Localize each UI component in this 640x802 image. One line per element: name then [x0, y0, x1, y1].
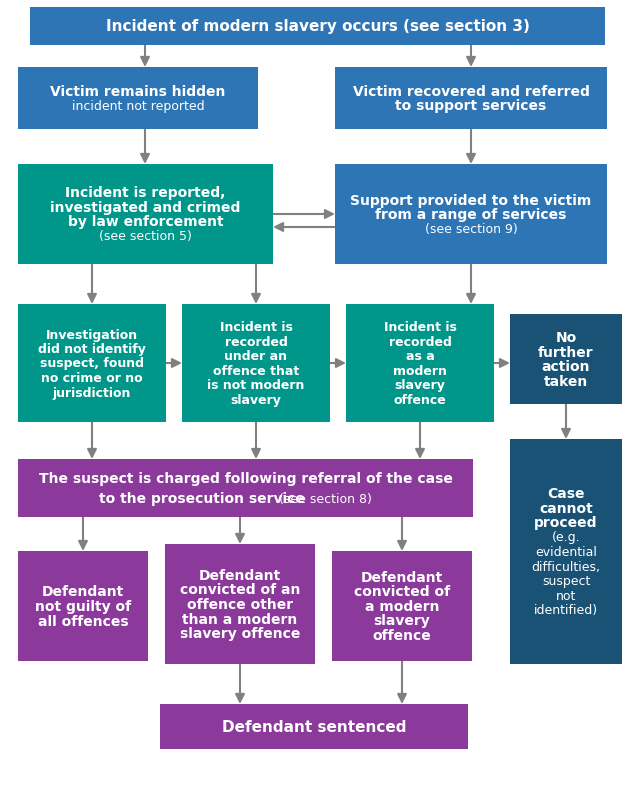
FancyBboxPatch shape — [30, 8, 605, 46]
Text: slavery: slavery — [374, 614, 430, 628]
Text: (see section 9): (see section 9) — [424, 223, 517, 236]
Text: offence: offence — [372, 628, 431, 642]
Text: a modern: a modern — [365, 599, 439, 614]
Text: no crime or no: no crime or no — [41, 371, 143, 384]
Text: proceed: proceed — [534, 516, 598, 530]
Text: further: further — [538, 346, 594, 359]
Text: Victim recovered and referred: Victim recovered and referred — [353, 85, 589, 99]
Text: from a range of services: from a range of services — [375, 208, 566, 221]
Text: Defendant sentenced: Defendant sentenced — [221, 719, 406, 734]
Text: Defendant: Defendant — [361, 570, 443, 585]
Text: as a: as a — [406, 350, 435, 363]
Text: Incident is: Incident is — [383, 321, 456, 334]
Text: incident not reported: incident not reported — [72, 99, 204, 112]
Text: is not modern: is not modern — [207, 379, 305, 391]
Text: (see section 8): (see section 8) — [275, 492, 372, 505]
FancyBboxPatch shape — [182, 305, 330, 423]
Text: modern: modern — [393, 364, 447, 377]
Text: offence other: offence other — [187, 597, 293, 611]
Text: The suspect is charged following referral of the case: The suspect is charged following referra… — [38, 472, 452, 485]
Text: all offences: all offences — [38, 614, 128, 628]
Text: investigated and crimed: investigated and crimed — [51, 200, 241, 214]
Text: Incident of modern slavery occurs (see section 3): Incident of modern slavery occurs (see s… — [106, 19, 529, 34]
FancyBboxPatch shape — [18, 551, 148, 661]
Text: slavery offence: slavery offence — [180, 626, 300, 640]
Text: Incident is reported,: Incident is reported, — [65, 186, 226, 200]
Text: Case: Case — [547, 487, 585, 501]
Text: cannot: cannot — [539, 501, 593, 516]
FancyBboxPatch shape — [510, 439, 622, 664]
FancyBboxPatch shape — [335, 164, 607, 265]
Text: identified): identified) — [534, 603, 598, 616]
FancyBboxPatch shape — [18, 68, 258, 130]
Text: not guilty of: not guilty of — [35, 599, 131, 614]
Text: did not identify: did not identify — [38, 342, 146, 355]
FancyBboxPatch shape — [18, 460, 473, 517]
FancyBboxPatch shape — [18, 164, 273, 265]
Text: No: No — [556, 331, 577, 345]
Text: evidential: evidential — [535, 545, 597, 558]
Text: than a modern: than a modern — [182, 612, 298, 626]
Text: Defendant: Defendant — [42, 585, 124, 599]
Text: difficulties,: difficulties, — [531, 560, 600, 573]
Text: recorded: recorded — [225, 335, 287, 348]
Text: jurisdiction: jurisdiction — [53, 386, 131, 399]
Text: (e.g.: (e.g. — [552, 531, 580, 544]
Text: suspect, found: suspect, found — [40, 357, 144, 370]
FancyBboxPatch shape — [346, 305, 494, 423]
Text: to the prosecution service: to the prosecution service — [99, 492, 305, 505]
Text: Incident is: Incident is — [220, 321, 292, 334]
Text: suspect: suspect — [542, 574, 590, 587]
Text: taken: taken — [544, 375, 588, 388]
FancyBboxPatch shape — [165, 545, 315, 664]
Text: not: not — [556, 589, 576, 602]
Text: convicted of an: convicted of an — [180, 583, 300, 597]
Text: Victim remains hidden: Victim remains hidden — [51, 85, 226, 99]
Text: offence: offence — [394, 393, 446, 407]
FancyBboxPatch shape — [332, 551, 472, 661]
FancyBboxPatch shape — [18, 305, 166, 423]
Text: slavery: slavery — [395, 379, 445, 391]
Text: (see section 5): (see section 5) — [99, 230, 192, 243]
Text: offence that: offence that — [213, 364, 299, 377]
Text: Support provided to the victim: Support provided to the victim — [350, 193, 591, 207]
Text: by law enforcement: by law enforcement — [68, 215, 223, 229]
FancyBboxPatch shape — [160, 704, 468, 749]
Text: to support services: to support services — [396, 99, 547, 113]
Text: action: action — [541, 360, 590, 374]
Text: slavery: slavery — [230, 393, 282, 407]
Text: Investigation: Investigation — [46, 328, 138, 341]
FancyBboxPatch shape — [510, 314, 622, 404]
Text: convicted of: convicted of — [354, 585, 450, 599]
Text: recorded: recorded — [388, 335, 451, 348]
Text: under an: under an — [225, 350, 287, 363]
Text: Defendant: Defendant — [199, 569, 281, 582]
FancyBboxPatch shape — [335, 68, 607, 130]
